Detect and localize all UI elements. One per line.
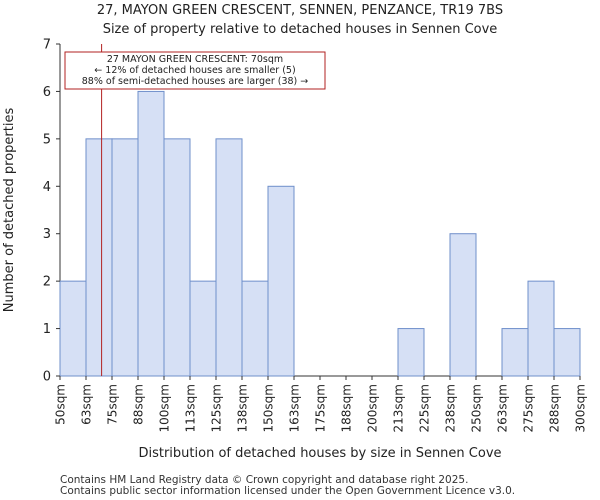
annotation-box <box>64 51 326 90</box>
x-tick-label-50sqm: 50sqm <box>54 384 68 425</box>
chart-subtitle: Size of property relative to detached ho… <box>102 22 498 37</box>
x-tick-label-188sqm: 188sqm <box>340 384 354 432</box>
bar-213sqm <box>397 328 425 377</box>
y-tick-label-7: 7 <box>43 38 51 53</box>
x-tick-label-213sqm: 213sqm <box>392 384 406 432</box>
y-axis-label: Number of detached properties <box>2 108 17 313</box>
x-tick-label-150sqm: 150sqm <box>262 384 276 432</box>
x-tick-label-113sqm: 113sqm <box>184 384 198 432</box>
x-tick-label-63sqm: 63sqm <box>80 384 94 425</box>
bar-138sqm <box>241 280 269 377</box>
bar-150sqm <box>267 185 295 377</box>
x-tick-label-275sqm: 275sqm <box>522 384 536 432</box>
bar-88sqm <box>137 90 165 377</box>
x-tick-label-250sqm: 250sqm <box>470 384 484 432</box>
x-tick-label-125sqm: 125sqm <box>210 384 224 432</box>
bar-50sqm <box>59 280 87 377</box>
x-tick-label-300sqm: 300sqm <box>574 384 588 432</box>
annotation-line-1: 27 MAYON GREEN CRESCENT: 70sqm <box>107 54 283 65</box>
y-tick-label-0: 0 <box>43 370 51 385</box>
annotation-line-3: 88% of semi-detached houses are larger (… <box>82 76 309 87</box>
y-tick-label-2: 2 <box>43 275 51 290</box>
x-tick-label-75sqm: 75sqm <box>106 384 120 425</box>
bar-125sqm <box>215 138 243 377</box>
x-tick-label-138sqm: 138sqm <box>236 384 250 432</box>
x-tick-label-163sqm: 163sqm <box>288 384 302 432</box>
bar-113sqm <box>189 280 217 377</box>
y-tick-label-5: 5 <box>43 132 51 147</box>
bar-238sqm <box>449 233 477 377</box>
bar-288sqm <box>553 328 581 377</box>
y-tick-label-4: 4 <box>43 180 51 195</box>
bar-275sqm <box>527 280 555 377</box>
x-tick-label-88sqm: 88sqm <box>132 384 146 425</box>
footer-line-1: Contains HM Land Registry data © Crown c… <box>60 474 469 486</box>
x-tick-label-200sqm: 200sqm <box>366 384 380 432</box>
x-tick-label-100sqm: 100sqm <box>158 384 172 432</box>
x-tick-label-263sqm: 263sqm <box>496 384 510 432</box>
bar-263sqm <box>501 328 529 377</box>
bar-63sqm <box>85 138 113 377</box>
y-tick-label-6: 6 <box>43 85 51 100</box>
bar-75sqm <box>111 138 139 377</box>
annotation-line-2: ← 12% of detached houses are smaller (5) <box>94 65 295 76</box>
x-tick-label-175sqm: 175sqm <box>314 384 328 432</box>
x-tick-label-288sqm: 288sqm <box>548 384 562 432</box>
x-axis-label: Distribution of detached houses by size … <box>138 446 501 461</box>
x-tick-label-225sqm: 225sqm <box>418 384 432 432</box>
x-tick-label-238sqm: 238sqm <box>444 384 458 432</box>
bar-100sqm <box>163 138 191 377</box>
footer-line-2: Contains public sector information licen… <box>60 485 516 497</box>
y-tick-label-1: 1 <box>43 322 51 337</box>
y-tick-label-3: 3 <box>43 227 51 242</box>
chart-title: 27, MAYON GREEN CRESCENT, SENNEN, PENZAN… <box>96 3 504 18</box>
